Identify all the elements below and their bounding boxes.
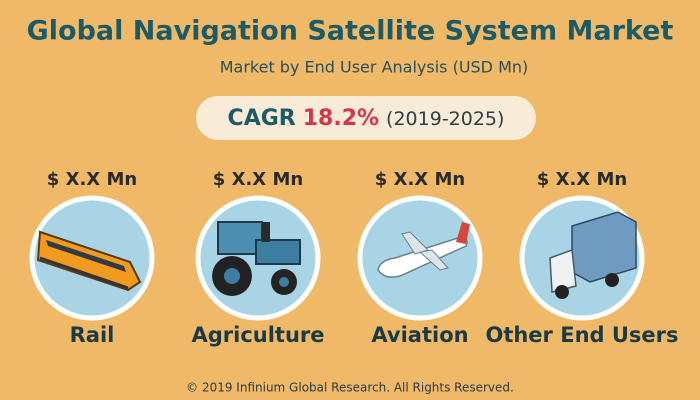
cagr-pill: [196, 96, 536, 140]
subtitle: Market by End User Analysis (USD Mn): [220, 58, 529, 77]
rail-icon: [36, 230, 142, 292]
aviation-icon: [377, 222, 470, 278]
segment-label: Other End Users: [485, 323, 678, 347]
segment-value: $ X.X Mn: [537, 169, 627, 190]
tractor-icon: [212, 221, 301, 296]
segment-value: $ X.X Mn: [47, 169, 137, 190]
title: Global Navigation Satellite System Marke…: [27, 16, 674, 47]
segment-value: $ X.X Mn: [213, 169, 303, 190]
segment-label: Agriculture: [191, 323, 324, 347]
segment-label: Aviation: [371, 323, 468, 347]
segment-label: Rail: [70, 323, 115, 347]
cagr-label: CAGR: [228, 106, 296, 131]
cagr-period: (2019-2025): [386, 108, 504, 130]
footer: © 2019 Infinium Global Research. All Rig…: [186, 381, 514, 395]
cagr-value: 18.2%: [303, 106, 379, 131]
truck-icon: [549, 211, 637, 299]
cagr-text: CAGR 18.2% (2019-2025): [228, 106, 505, 131]
segment-value: $ X.X Mn: [375, 169, 465, 190]
